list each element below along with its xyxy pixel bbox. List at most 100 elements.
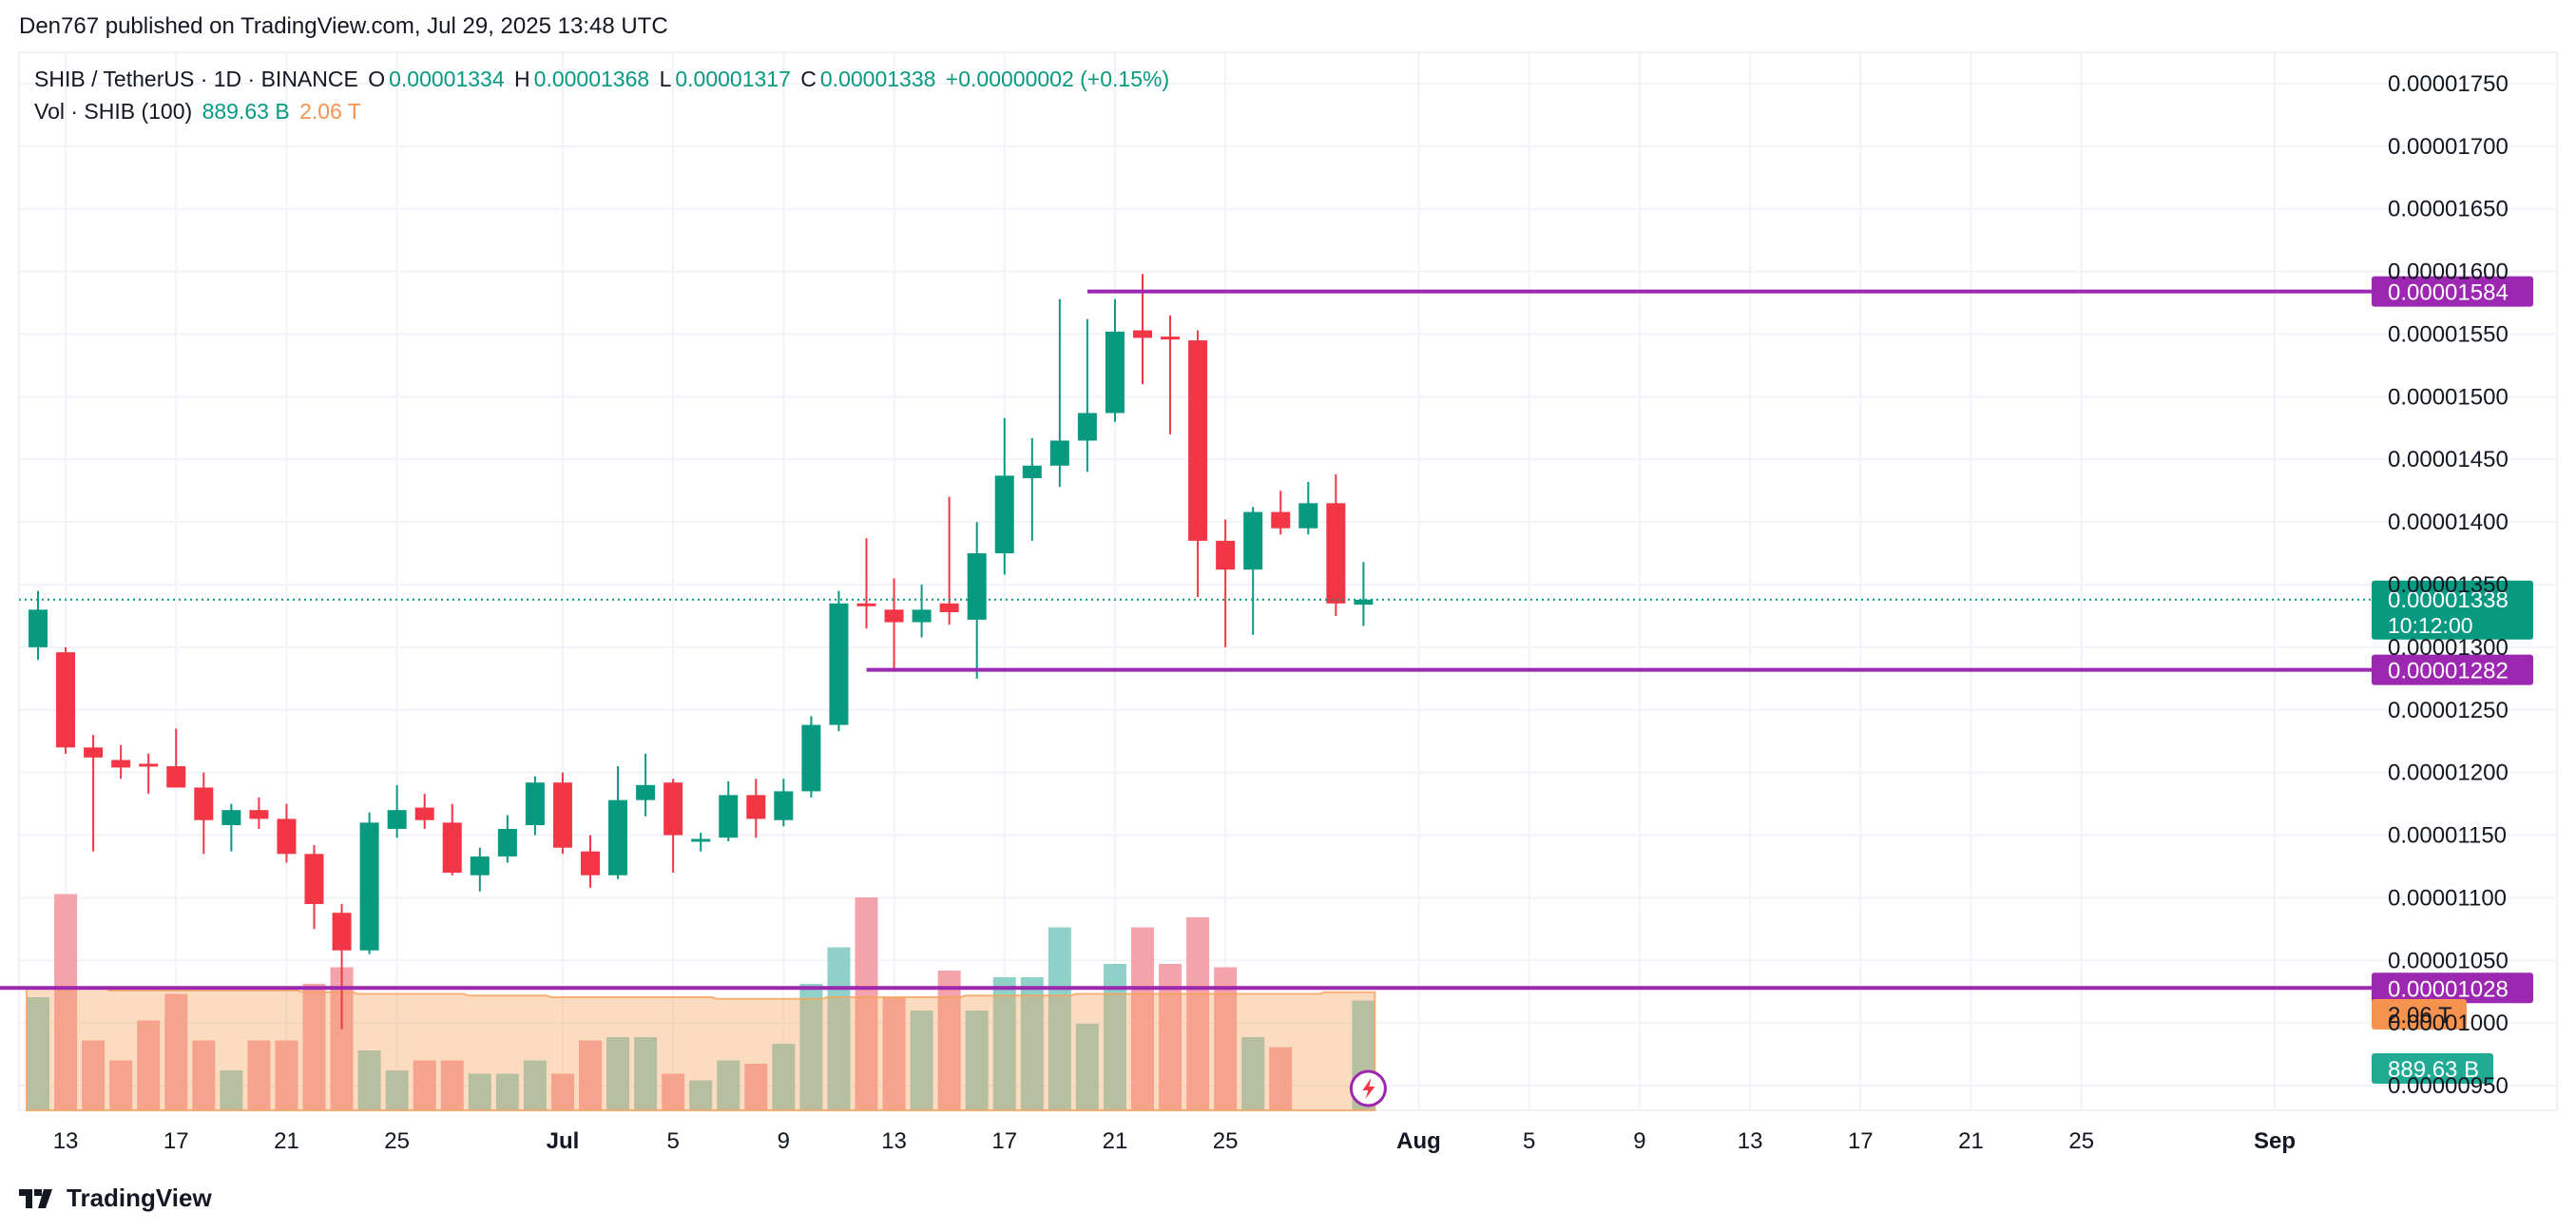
x-tick-label: 9: [778, 1128, 790, 1154]
volume-pane: [26, 894, 1376, 1111]
candle-body: [1049, 440, 1069, 466]
volume-bar: [689, 1080, 713, 1110]
candle-body: [663, 782, 683, 836]
volume-bar: [137, 1020, 161, 1110]
candle-body: [1216, 540, 1236, 570]
levels-layer: 0.00001584 0.00001282 0.00001028 0.00001338…: [0, 276, 2533, 1107]
candle-body: [1105, 331, 1125, 414]
x-tick-label: 13: [53, 1128, 79, 1154]
volume-bar: [164, 993, 188, 1110]
candle-body: [1271, 511, 1291, 529]
candle-body: [111, 760, 131, 768]
candle-body: [221, 810, 241, 825]
tradingview-footer[interactable]: TradingView: [19, 1184, 212, 1213]
x-tick-label: Aug: [1396, 1128, 1441, 1154]
candle-body: [470, 856, 490, 876]
volume-bar: [1048, 927, 1071, 1110]
low-value: 0.00001317: [675, 67, 791, 91]
volume-bar: [1269, 1047, 1293, 1110]
last-price-label: 0.00001338: [2388, 587, 2509, 613]
candle-body: [912, 609, 932, 623]
candle-body: [1133, 330, 1152, 338]
x-tick-label: 21: [1958, 1128, 1984, 1154]
open-label: O: [368, 67, 386, 91]
volume-bar: [937, 971, 961, 1110]
candle-body: [497, 828, 517, 857]
close-label: C: [800, 67, 817, 91]
x-tick-label: 17: [1848, 1128, 1874, 1154]
candle-body: [636, 784, 656, 800]
high-label: H: [514, 67, 530, 91]
x-tick-label: Sep: [2254, 1128, 2296, 1154]
volume-bar: [523, 1060, 547, 1110]
x-tick-label: 25: [384, 1128, 410, 1154]
candle-body: [1161, 337, 1181, 340]
y-tick-label: 0.00001350: [2388, 572, 2509, 598]
volume-bar: [882, 997, 906, 1110]
volume-bar: [772, 1044, 796, 1110]
candle-body: [166, 766, 186, 788]
last-price-badge: [2372, 580, 2533, 640]
candles-layer: [29, 274, 1374, 1030]
volume-bar: [27, 997, 49, 1110]
volume-bar: [799, 984, 823, 1110]
y-tick-label: 0.00001050: [2388, 948, 2509, 973]
candle-body: [552, 782, 572, 848]
y-tick-label: 0.00001500: [2388, 384, 2509, 410]
ohlc-legend: SHIB / TetherUS · 1D · BINANCE O 0.000013…: [34, 67, 1173, 92]
volume-bar: [744, 1064, 768, 1110]
candle-body: [387, 810, 407, 829]
candle-body: [884, 609, 904, 623]
volume-bar: [82, 1040, 106, 1110]
volume-bar: [606, 1037, 630, 1110]
y-tick-label: 0.00001200: [2388, 760, 2509, 786]
volume-badge: [2372, 1053, 2493, 1084]
axes-layer: 0.00001750 0.00001700 0.00001650 0.00001600…: [53, 71, 2509, 1154]
candle-body: [1077, 413, 1097, 441]
candle-body: [249, 810, 269, 819]
y-tick-label: 0.00001650: [2388, 197, 2509, 222]
y-tick-label: 0.00001400: [2388, 510, 2509, 535]
volume-ma-badge-label: 2.06 T: [2388, 1003, 2452, 1029]
candle-body: [414, 807, 434, 820]
x-tick-label: 17: [991, 1128, 1017, 1154]
volume-bar: [1186, 917, 1210, 1110]
candle-body: [139, 763, 159, 767]
candle-body: [829, 603, 849, 725]
candle-body: [691, 838, 711, 842]
y-tick-label: 0.00001700: [2388, 134, 2509, 160]
symbol-label[interactable]: SHIB / TetherUS · 1D · BINANCE: [34, 67, 358, 91]
volume-bar: [579, 1040, 602, 1110]
volume-bar: [717, 1060, 740, 1110]
volume-bar: [662, 1073, 685, 1110]
candle-body: [1298, 503, 1318, 529]
volume-bar: [965, 1011, 989, 1110]
volume-label[interactable]: Vol · SHIB (100): [34, 99, 193, 124]
level-badge: [2372, 972, 2533, 1004]
candle-body: [332, 913, 352, 951]
volume-bar: [1214, 967, 1238, 1110]
volume-bar: [109, 1060, 133, 1110]
y-tick-label: 0.00001300: [2388, 635, 2509, 661]
volume-bar: [385, 1070, 409, 1110]
x-tick-label: 21: [1103, 1128, 1128, 1154]
candle-body: [525, 782, 545, 825]
y-tick-label: 0.00001450: [2388, 447, 2509, 472]
volume-bar: [855, 897, 878, 1110]
x-tick-label: 5: [1523, 1128, 1535, 1154]
candle-body: [939, 603, 959, 612]
y-tick-label: 0.00001600: [2388, 260, 2509, 285]
plot-frame: [18, 51, 2558, 1111]
volume-bar: [992, 977, 1016, 1110]
volume-bar: [1075, 1024, 1099, 1110]
level-badge-label: 0.00001584: [2388, 280, 2509, 306]
candle-body: [994, 475, 1014, 554]
volume-ma-badge: [2372, 999, 2467, 1030]
level-badge: [2372, 654, 2533, 685]
candle-body: [84, 747, 104, 758]
candle-body: [29, 609, 48, 647]
x-tick-label: 13: [1738, 1128, 1763, 1154]
x-tick-label: 13: [881, 1128, 907, 1154]
close-value: 0.00001338: [819, 67, 936, 91]
